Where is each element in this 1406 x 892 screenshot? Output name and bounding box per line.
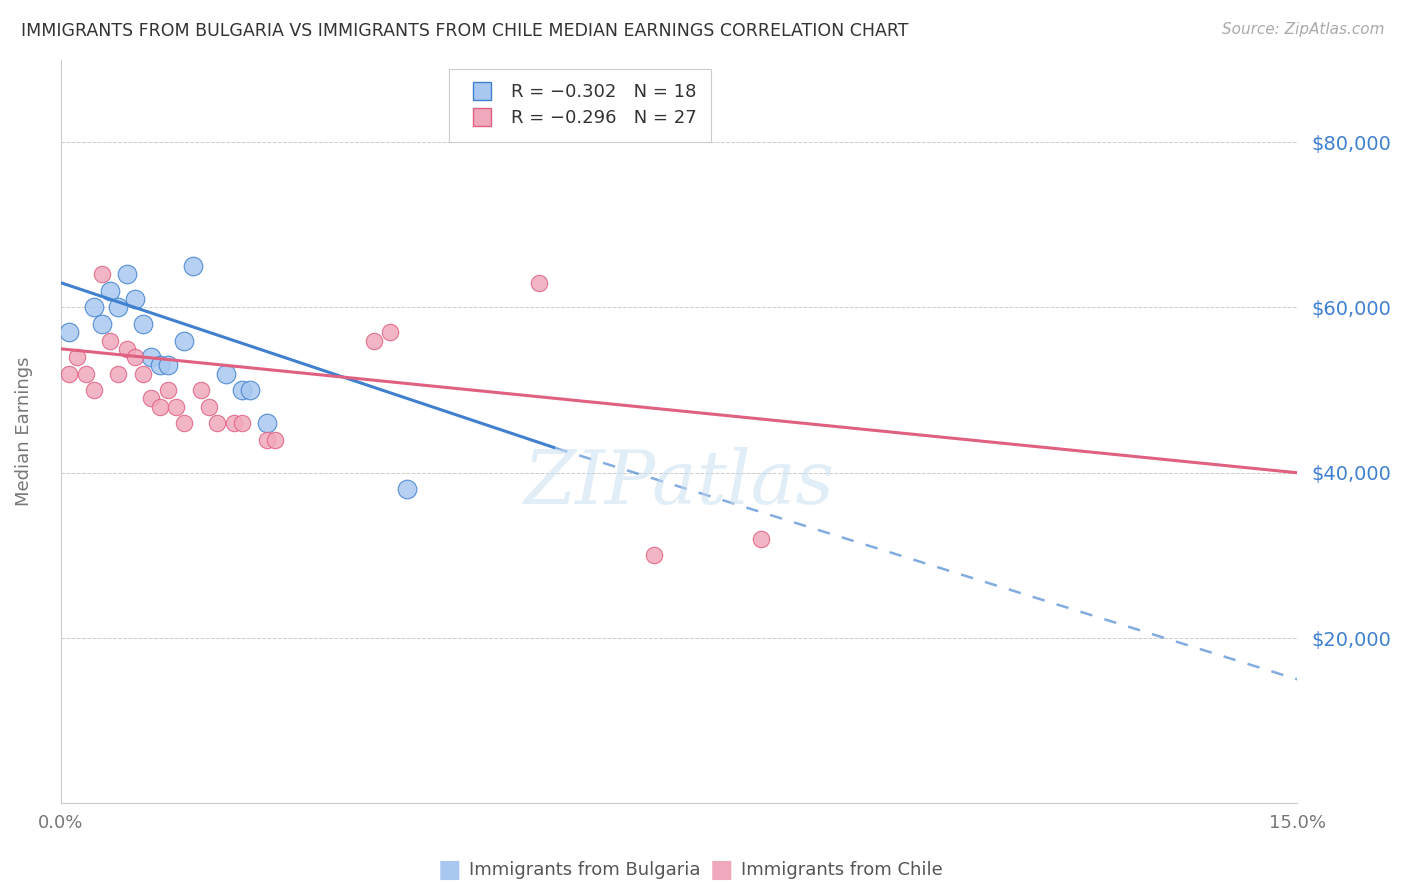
Point — [115, 342, 138, 356]
Point — [98, 284, 121, 298]
Point — [156, 359, 179, 373]
Point — [527, 276, 550, 290]
Point — [91, 268, 114, 282]
Point — [264, 433, 287, 447]
Point — [107, 367, 129, 381]
Point — [83, 383, 105, 397]
Point — [124, 350, 146, 364]
Point — [190, 383, 212, 397]
Text: ■: ■ — [710, 858, 734, 881]
Point — [214, 367, 236, 381]
Point — [141, 350, 163, 364]
Point — [643, 549, 665, 563]
Y-axis label: Median Earnings: Median Earnings — [15, 357, 32, 506]
Point — [115, 268, 138, 282]
Point — [156, 383, 179, 397]
Point — [132, 367, 155, 381]
Text: Immigrants from Chile: Immigrants from Chile — [741, 861, 942, 879]
Point — [91, 317, 114, 331]
Point — [132, 317, 155, 331]
Text: IMMIGRANTS FROM BULGARIA VS IMMIGRANTS FROM CHILE MEDIAN EARNINGS CORRELATION CH: IMMIGRANTS FROM BULGARIA VS IMMIGRANTS F… — [21, 22, 908, 40]
Point — [173, 416, 195, 430]
Text: ZIPatlas: ZIPatlas — [523, 447, 835, 520]
Point — [231, 383, 253, 397]
Text: Immigrants from Bulgaria: Immigrants from Bulgaria — [468, 861, 700, 879]
Point — [363, 334, 385, 348]
Point — [58, 367, 80, 381]
Point — [380, 326, 402, 340]
Text: ■: ■ — [439, 858, 461, 881]
Legend: R = −0.302   N = 18, R = −0.296   N = 27: R = −0.302 N = 18, R = −0.296 N = 27 — [450, 69, 711, 142]
Point — [207, 416, 229, 430]
Point — [149, 359, 172, 373]
Point — [231, 416, 253, 430]
Point — [83, 301, 105, 315]
Text: Source: ZipAtlas.com: Source: ZipAtlas.com — [1222, 22, 1385, 37]
Point — [751, 532, 773, 546]
Point — [173, 334, 195, 348]
Point — [222, 416, 245, 430]
Point — [181, 259, 204, 273]
Point — [239, 383, 262, 397]
Point — [107, 301, 129, 315]
Point — [149, 400, 172, 414]
Point — [256, 416, 278, 430]
Point — [75, 367, 97, 381]
Point — [141, 392, 163, 406]
Point — [124, 292, 146, 306]
Point — [165, 400, 187, 414]
Point — [98, 334, 121, 348]
Point — [256, 433, 278, 447]
Point — [66, 350, 89, 364]
Point — [395, 483, 418, 497]
Point — [198, 400, 221, 414]
Point — [58, 326, 80, 340]
